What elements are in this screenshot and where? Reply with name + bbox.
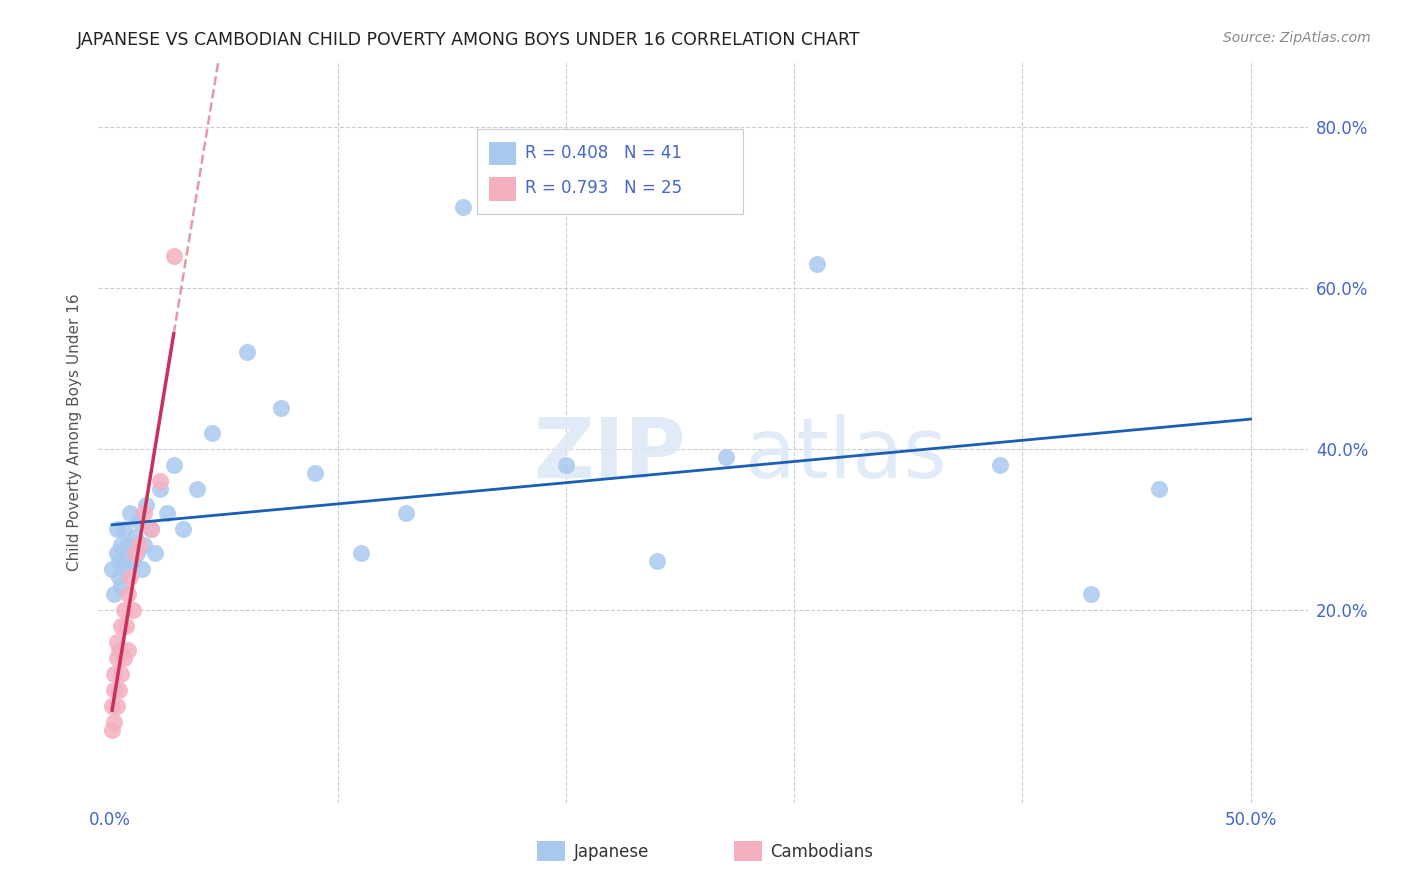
Point xyxy=(103,667,125,681)
Point xyxy=(350,546,373,560)
FancyBboxPatch shape xyxy=(489,142,516,165)
Point xyxy=(453,200,475,214)
Point xyxy=(128,514,150,528)
Point xyxy=(172,522,194,536)
Point xyxy=(112,522,135,536)
Point xyxy=(112,554,135,568)
Point xyxy=(117,586,139,600)
Point xyxy=(163,458,186,472)
Text: JAPANESE VS CAMBODIAN CHILD POVERTY AMONG BOYS UNDER 16 CORRELATION CHART: JAPANESE VS CAMBODIAN CHILD POVERTY AMON… xyxy=(77,31,860,49)
Point xyxy=(1149,482,1171,496)
Point xyxy=(395,506,418,520)
Point xyxy=(108,683,131,698)
Point xyxy=(101,723,124,738)
Point xyxy=(103,715,125,730)
Point xyxy=(105,635,128,649)
Point xyxy=(108,570,131,584)
Point xyxy=(186,482,208,496)
Point xyxy=(114,619,136,633)
Point xyxy=(988,458,1011,472)
Point xyxy=(117,538,139,552)
Point xyxy=(124,546,146,560)
Point xyxy=(304,466,326,480)
Point xyxy=(139,522,162,536)
Point xyxy=(121,602,143,616)
Text: Cambodians: Cambodians xyxy=(770,843,873,861)
Text: ZIP: ZIP xyxy=(534,414,686,495)
Point xyxy=(131,562,153,576)
Point xyxy=(132,538,155,552)
Point xyxy=(163,249,186,263)
Y-axis label: Child Poverty Among Boys Under 16: Child Poverty Among Boys Under 16 xyxy=(67,293,83,572)
Point xyxy=(121,554,143,568)
Point xyxy=(128,538,150,552)
Point xyxy=(714,450,737,464)
Point xyxy=(1080,586,1102,600)
Point xyxy=(103,586,125,600)
Point xyxy=(117,643,139,657)
Point xyxy=(110,619,132,633)
Point xyxy=(647,554,669,568)
FancyBboxPatch shape xyxy=(477,129,742,214)
Text: R = 0.793   N = 25: R = 0.793 N = 25 xyxy=(526,179,682,197)
Point xyxy=(103,683,125,698)
Point xyxy=(114,562,136,576)
Point xyxy=(101,562,124,576)
Point xyxy=(108,554,131,568)
Point xyxy=(127,546,149,560)
Point xyxy=(110,538,132,552)
Point xyxy=(235,345,257,359)
Point xyxy=(201,425,224,440)
Point xyxy=(112,602,135,616)
Point xyxy=(139,522,162,536)
Text: Source: ZipAtlas.com: Source: ZipAtlas.com xyxy=(1223,31,1371,45)
Point xyxy=(112,651,135,665)
Point xyxy=(149,474,172,488)
Point xyxy=(110,578,132,592)
Point xyxy=(120,506,142,520)
Point xyxy=(124,530,146,544)
Text: atlas: atlas xyxy=(745,414,948,495)
Point xyxy=(145,546,167,560)
Point xyxy=(105,522,128,536)
Point xyxy=(101,699,124,714)
Point xyxy=(555,458,578,472)
Text: R = 0.408   N = 41: R = 0.408 N = 41 xyxy=(526,144,682,161)
Point xyxy=(105,699,128,714)
Point xyxy=(108,643,131,657)
Point xyxy=(120,570,142,584)
Point xyxy=(110,667,132,681)
FancyBboxPatch shape xyxy=(489,178,516,201)
Point xyxy=(806,257,828,271)
Text: Japanese: Japanese xyxy=(574,843,650,861)
Point xyxy=(270,401,292,416)
Point xyxy=(149,482,172,496)
Point xyxy=(132,506,155,520)
Point xyxy=(105,651,128,665)
Point xyxy=(156,506,179,520)
Point xyxy=(105,546,128,560)
Point xyxy=(135,498,157,512)
